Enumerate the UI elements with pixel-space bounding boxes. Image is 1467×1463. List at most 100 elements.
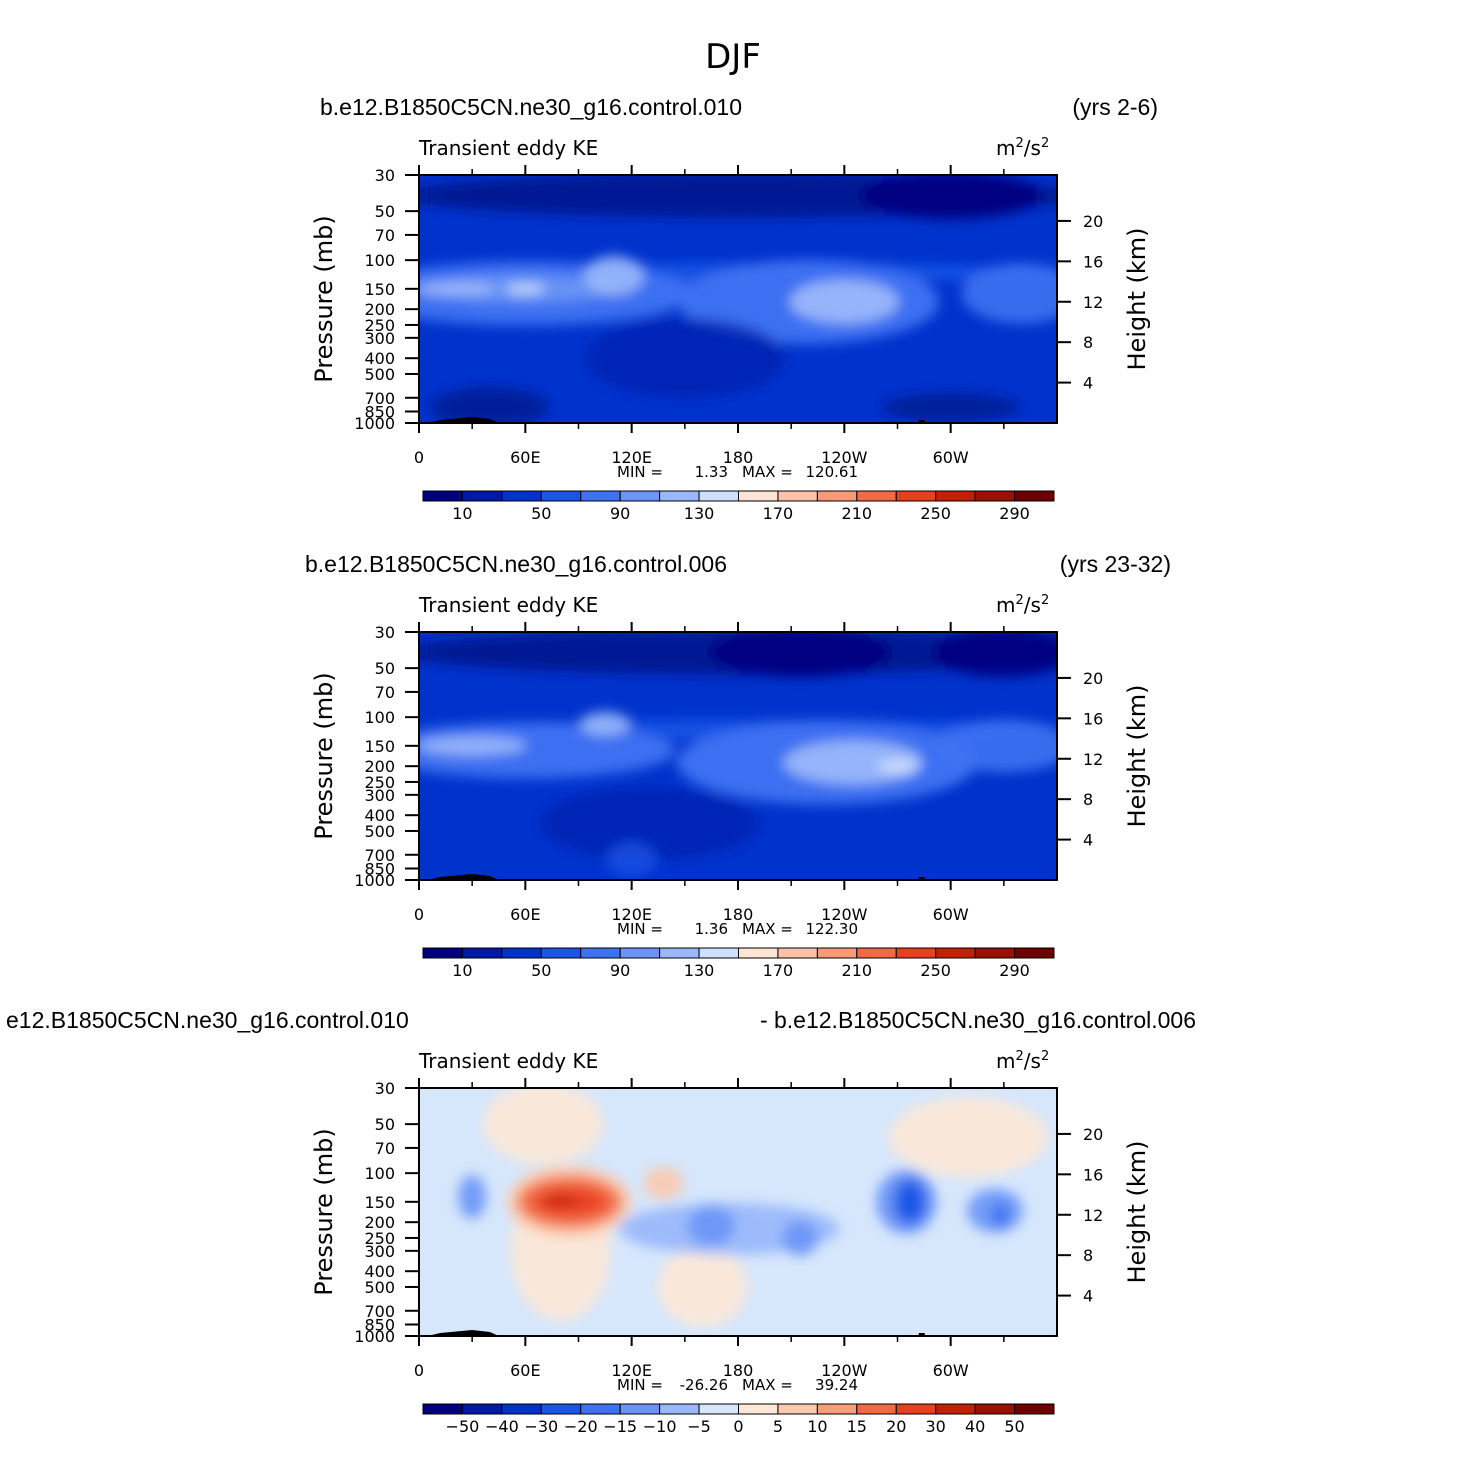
colorbar-label: 130 (684, 961, 715, 980)
y-right-tick-label: 12 (1083, 293, 1103, 312)
colorbar-bin (540, 1403, 582, 1415)
y-tick-label: 200 (364, 1213, 395, 1232)
colorbar-bin (540, 947, 582, 959)
y-axis-right-title: Height (km) (1123, 1141, 1151, 1284)
contour-region-8 (542, 1195, 579, 1206)
contour-region-13 (429, 387, 550, 423)
x-tick-label: 120E (611, 905, 652, 924)
max-value: 120.61 (806, 463, 859, 481)
max-value: 122.30 (806, 920, 859, 938)
y-right-tick-label: 20 (1083, 1125, 1103, 1144)
y-right-tick-label: 16 (1083, 252, 1103, 271)
contour-region-3 (933, 632, 1057, 678)
x-tick-label: 60E (510, 905, 540, 924)
colorbar-bin (856, 490, 897, 502)
colorbar-bin (619, 947, 661, 959)
x-tick-label: 180 (723, 448, 754, 467)
colorbar-label: 250 (920, 961, 951, 980)
contour-region-13 (782, 1219, 819, 1256)
y-tick-label: 700 (364, 846, 395, 865)
contour-region-11 (505, 283, 546, 294)
contour-region-5 (419, 722, 676, 779)
colorbar-bin (619, 1403, 661, 1415)
y-tick-label: 50 (375, 1115, 395, 1134)
colorbar-bin (935, 947, 976, 959)
y-tick-label: 250 (364, 1229, 395, 1248)
colorbar-bin (501, 947, 542, 959)
y-axis-title: Pressure (mb) (310, 1128, 338, 1295)
y-tick-label: 1000 (354, 1327, 395, 1346)
field-subtitle: Transient eddy KE (418, 593, 598, 617)
contour-region-10 (783, 740, 924, 785)
contour-region-13 (606, 841, 657, 878)
colorbar-bin (738, 947, 779, 959)
case-label: b.e12.B1850C5CN.ne30_g16.control.010 (320, 94, 742, 120)
y-axis-title: Pressure (mb) (310, 672, 338, 839)
colorbar-bin (777, 490, 818, 502)
y-tick-label: 500 (364, 822, 395, 841)
colorbar-label: −20 (564, 1417, 598, 1436)
colorbar-bin (580, 490, 621, 502)
colorbar-label: 210 (842, 961, 873, 980)
x-tick-label: 60W (933, 448, 969, 467)
y-axis-right-title: Height (km) (1123, 685, 1151, 828)
colorbar: 10 50 90 130 170 210 250 290 (422, 490, 1055, 523)
y-tick-label: 50 (375, 659, 395, 678)
colorbar-bin (974, 490, 1016, 502)
x-tick-label: 120E (611, 1361, 652, 1380)
contour-region-1 (483, 1088, 604, 1165)
colorbar-bin (461, 490, 503, 502)
colorbar-bin (422, 947, 463, 959)
y-tick-label: 1000 (354, 871, 395, 890)
x-tick-label: 120E (611, 448, 652, 467)
colorbar-label: 50 (1004, 1417, 1024, 1436)
colorbar-bin (856, 947, 897, 959)
x-tick-label: 0 (414, 905, 424, 924)
y-axis-right: 20 16 12 8 4 (1057, 212, 1103, 393)
colorbar-label: −50 (446, 1417, 480, 1436)
y-tick-label: 300 (364, 329, 395, 348)
contour-region-8 (419, 735, 528, 756)
contour-region-9 (789, 279, 900, 324)
contour-region-10 (419, 280, 495, 297)
contour-region-4 (657, 1246, 748, 1327)
colorbar-bin (935, 490, 976, 502)
max-label: MAX = (742, 463, 793, 481)
y-right-tick-label: 8 (1083, 333, 1093, 352)
units-label: m2/s2 (996, 593, 1049, 617)
y-tick-label: 250 (364, 316, 395, 335)
x-tick-label: 120W (821, 1361, 868, 1380)
y-tick-label: 30 (375, 1079, 395, 1098)
colorbar-label: −5 (687, 1417, 711, 1436)
contour-field (419, 175, 1057, 423)
colorbar-bin (619, 490, 661, 502)
contour-region-2 (710, 632, 891, 678)
colorbar-label: −10 (643, 1417, 677, 1436)
x-tick-label: 60E (510, 448, 540, 467)
colorbar-bin (974, 947, 1016, 959)
y-axis-right-title: Height (km) (1123, 228, 1151, 371)
y-tick-label: 150 (364, 280, 395, 299)
contour-field (419, 632, 1057, 880)
colorbar-bin (777, 947, 818, 959)
y-tick-label: 500 (364, 365, 395, 384)
colorbar-label: 130 (684, 504, 715, 523)
colorbar-bin (659, 1403, 700, 1415)
x-axis: 0 60E 120E 180 120W 60W (414, 1078, 1005, 1380)
colorbar: −50 −40 −30 −20 −15 −10 −5 0 5 10 15 20 30 40 50 (422, 1403, 1055, 1436)
colorbar-bin (580, 947, 621, 959)
colorbar-label: 0 (733, 1417, 743, 1436)
colorbar-bin (659, 490, 700, 502)
y-tick-label: 1000 (354, 414, 395, 433)
min-label: MIN = (617, 920, 663, 938)
contour-region-11 (877, 759, 918, 774)
colorbar-bin (461, 947, 503, 959)
min-label: MIN = (617, 463, 663, 481)
panel-2: b.e12.B1850C5CN.ne30_g16.control.006 (yrs… (305, 551, 1171, 980)
max-label: MAX = (742, 1376, 793, 1394)
colorbar-bin (698, 490, 739, 502)
y-axis-right: 20 16 12 8 4 (1057, 1125, 1103, 1306)
colorbar-bin (461, 1403, 503, 1415)
